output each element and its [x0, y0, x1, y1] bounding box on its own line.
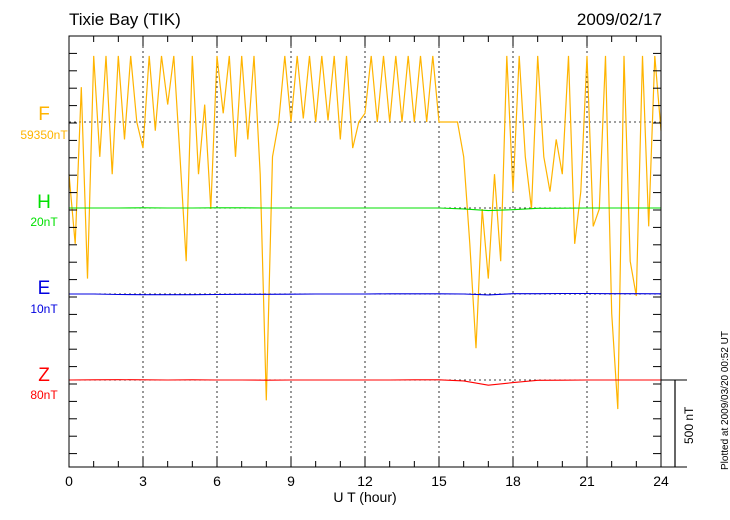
x-axis-label: U T (hour) — [0, 489, 730, 505]
x-tick-label: 6 — [213, 473, 221, 489]
x-tick-label: 15 — [431, 473, 447, 489]
x-axis-label-text: U T (hour) — [333, 489, 397, 505]
scale-bar-label: 500 nT — [682, 406, 696, 444]
series-line-z — [68, 379, 661, 386]
series-line-f — [68, 55, 662, 410]
plotted-timestamp: Plotted at 2009/03/20 00:52 UT — [720, 331, 730, 470]
series-baseline-h: 20nT — [30, 215, 58, 229]
x-tick-label: 0 — [65, 473, 73, 489]
x-tick-label: 21 — [579, 473, 595, 489]
series-baseline-e: 10nT — [30, 302, 58, 316]
series-baseline-z: 80nT — [30, 388, 58, 402]
x-tick-label: 3 — [139, 473, 147, 489]
series-label-e: E — [37, 278, 51, 299]
x-tick-label: 24 — [653, 473, 669, 489]
series-label-f: F — [38, 104, 50, 125]
x-tick-label: 9 — [287, 473, 295, 489]
series-baseline-f: 59350nT — [20, 128, 68, 142]
series-label-h: H — [37, 192, 51, 213]
series-line-h — [69, 207, 661, 212]
x-tick-label: 12 — [357, 473, 373, 489]
chart-title: Tixie Bay (TIK) — [69, 10, 181, 29]
series-label-z: Z — [38, 365, 50, 386]
chart-date: 2009/02/17 — [576, 10, 662, 29]
x-tick-label: 18 — [505, 473, 521, 489]
series-line-e — [69, 292, 662, 296]
